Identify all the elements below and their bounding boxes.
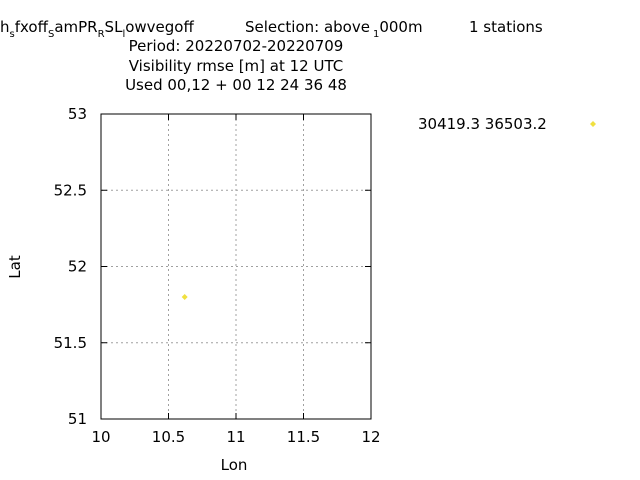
scatter-point xyxy=(181,294,188,300)
x-tick-label: 11.5 xyxy=(287,428,320,446)
title-sub-selection: 1 xyxy=(373,29,379,40)
chart-title-line-2: Period: 20220702-20220709 xyxy=(129,37,344,55)
y-tick-label: 51.5 xyxy=(54,334,87,352)
title-sub-sl: l xyxy=(122,29,125,40)
x-tick-label: 10 xyxy=(91,428,110,446)
y-tick-label: 52.5 xyxy=(54,181,87,199)
title-sub-ampr: R xyxy=(98,29,105,40)
y-tick-label: 53 xyxy=(68,105,87,123)
chart-title-line-1: hsfxoffSamPRRSLlowvegoff Selection: abov… xyxy=(0,18,543,40)
title-sub-h: s xyxy=(10,29,15,40)
y-axis-label: Lat xyxy=(6,255,24,279)
title-part-fxoff: fxoff xyxy=(15,18,49,36)
title-selection-end: 000m xyxy=(379,18,422,36)
chart-title-line-3: Visibility rmse [m] at 12 UTC xyxy=(129,57,343,75)
x-tick-label: 12 xyxy=(361,428,380,446)
title-part-ampr: amPR xyxy=(54,18,97,36)
legend-label: 30419.3 36503.2 xyxy=(418,115,547,133)
title-part-h: h xyxy=(0,18,10,36)
title-sub-fxoff: S xyxy=(48,29,54,40)
data-points xyxy=(181,294,188,300)
title-part-sl: SL xyxy=(105,18,124,36)
grid-lines xyxy=(101,114,371,419)
y-tick-label: 52 xyxy=(68,258,87,276)
chart-title-line-4: Used 00,12 + 00 12 24 36 48 xyxy=(125,76,347,94)
title-selection: Selection: above xyxy=(245,18,370,36)
y-tick-label: 51 xyxy=(68,410,87,428)
x-axis-label: Lon xyxy=(221,456,248,474)
title-stations: 1 stations xyxy=(469,18,543,36)
x-tick-label: 10.5 xyxy=(152,428,185,446)
x-axis-ticks: 10 10.5 11 11.5 12 xyxy=(91,114,381,446)
x-tick-label: 11 xyxy=(226,428,245,446)
legend-marker xyxy=(590,121,596,127)
y-axis-ticks: 51 51.5 52 52.5 53 xyxy=(54,105,371,428)
title-part-owvegoff: owvegoff xyxy=(125,18,194,36)
